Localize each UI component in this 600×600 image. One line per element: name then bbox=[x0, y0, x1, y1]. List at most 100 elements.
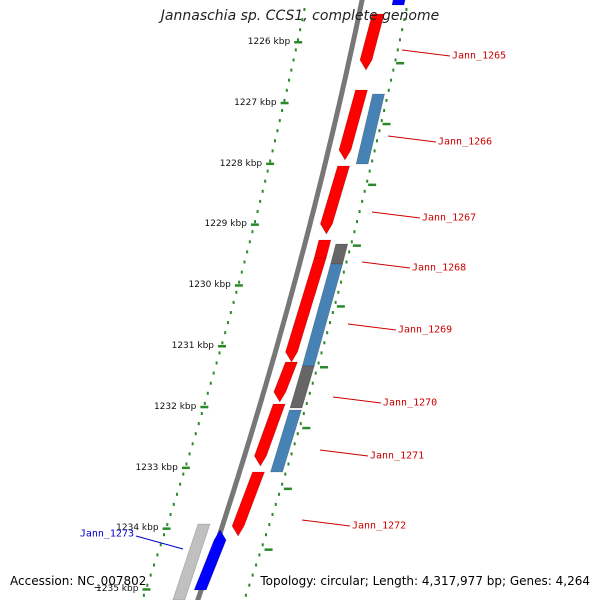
outer-major-tick bbox=[320, 366, 329, 369]
leader-line bbox=[361, 261, 411, 269]
inner-minor-tick bbox=[159, 543, 162, 547]
outer-minor-tick bbox=[326, 331, 329, 335]
inner-minor-tick bbox=[251, 230, 254, 234]
outer-minor-tick bbox=[277, 492, 280, 496]
outer-minor-tick bbox=[331, 311, 334, 314]
outer-minor-tick bbox=[342, 270, 345, 274]
outer-minor-tick bbox=[378, 129, 381, 133]
outer-minor-tick bbox=[287, 462, 290, 466]
leader-line bbox=[401, 49, 451, 57]
inner-minor-tick bbox=[278, 119, 281, 123]
inner-minor-tick bbox=[229, 311, 232, 314]
outer-minor-tick bbox=[334, 300, 337, 304]
inner-minor-tick bbox=[276, 129, 279, 133]
outer-minor-tick bbox=[340, 280, 343, 284]
gene-label-jann_1265[interactable]: Jann_1265 bbox=[452, 50, 507, 62]
inner-tick-ring bbox=[142, 8, 306, 597]
inner-minor-tick bbox=[149, 573, 152, 577]
outer-major-tick bbox=[302, 426, 311, 430]
genome-backbone bbox=[195, 0, 365, 600]
gene-features bbox=[172, 0, 406, 600]
inner-minor-tick bbox=[156, 553, 159, 557]
outer-major-tick bbox=[352, 244, 361, 247]
outer-minor-tick bbox=[363, 189, 366, 193]
minus-strand-feature bbox=[193, 529, 227, 591]
cds-feature bbox=[313, 239, 332, 259]
gene-label-jann_1266[interactable]: Jann_1266 bbox=[438, 136, 493, 148]
inner-minor-tick bbox=[212, 371, 215, 375]
gene-label-jann_1268[interactable]: Jann_1268 bbox=[412, 262, 467, 274]
inner-minor-tick bbox=[188, 452, 191, 456]
kbp-label: 1232 kbp bbox=[153, 401, 197, 412]
leader-line bbox=[332, 396, 382, 404]
outer-minor-tick bbox=[337, 290, 340, 294]
outer-minor-tick bbox=[281, 482, 284, 486]
gene-label-jann_1270[interactable]: Jann_1270 bbox=[383, 397, 438, 409]
outer-minor-tick bbox=[348, 250, 351, 254]
outer-minor-tick bbox=[308, 391, 311, 395]
outer-major-tick bbox=[396, 62, 405, 65]
outer-minor-tick bbox=[398, 38, 401, 42]
outer-minor-tick bbox=[361, 199, 364, 203]
outer-minor-tick bbox=[317, 361, 320, 365]
outer-minor-tick bbox=[356, 220, 359, 224]
inner-minor-tick bbox=[221, 341, 224, 345]
outer-minor-tick bbox=[311, 381, 314, 385]
leader-line bbox=[135, 535, 184, 550]
outer-minor-tick bbox=[366, 179, 369, 183]
leader-line bbox=[301, 519, 351, 527]
inner-minor-tick bbox=[269, 159, 272, 163]
outer-minor-tick bbox=[353, 230, 356, 234]
outer-minor-tick bbox=[405, 8, 408, 11]
gene-label-jann_1273[interactable]: Jann_1273 bbox=[79, 528, 134, 540]
rna-feature bbox=[355, 93, 385, 165]
outer-minor-tick bbox=[396, 48, 399, 52]
inner-minor-tick bbox=[264, 179, 267, 183]
leader-line bbox=[387, 135, 437, 143]
gene-label-jann_1272[interactable]: Jann_1272 bbox=[352, 520, 407, 532]
gene-label-jann_1269[interactable]: Jann_1269 bbox=[398, 324, 453, 336]
outer-minor-tick bbox=[244, 593, 247, 597]
inner-minor-tick bbox=[243, 260, 246, 264]
rna-feature bbox=[270, 409, 302, 473]
gene-label-jann_1271[interactable]: Jann_1271 bbox=[370, 450, 425, 462]
outer-minor-tick bbox=[248, 583, 251, 587]
outer-major-tick bbox=[264, 548, 273, 551]
outer-minor-tick bbox=[293, 442, 296, 446]
outer-minor-tick bbox=[392, 68, 395, 72]
kbp-label: 1228 kbp bbox=[219, 158, 263, 169]
kbp-major-tick bbox=[162, 527, 171, 530]
inner-minor-tick bbox=[163, 533, 166, 537]
kbp-label: 1227 kbp bbox=[234, 97, 277, 108]
inner-minor-tick bbox=[215, 361, 218, 365]
inner-minor-tick bbox=[203, 401, 206, 405]
gene-label-jann_1267[interactable]: Jann_1267 bbox=[422, 212, 477, 224]
inner-minor-tick bbox=[142, 593, 145, 597]
inner-minor-tick bbox=[288, 78, 291, 82]
inner-minor-tick bbox=[235, 290, 238, 294]
cds-feature bbox=[231, 471, 265, 537]
inner-minor-tick bbox=[182, 472, 185, 476]
inner-minor-tick bbox=[301, 18, 304, 22]
inner-minor-tick bbox=[281, 109, 284, 112]
inner-minor-tick bbox=[296, 38, 299, 42]
outer-minor-tick bbox=[345, 260, 348, 264]
outer-minor-tick bbox=[296, 432, 299, 436]
inner-minor-tick bbox=[285, 88, 288, 92]
inner-minor-tick bbox=[292, 58, 295, 62]
kbp-major-tick bbox=[266, 162, 275, 166]
kbp-major-tick bbox=[250, 223, 259, 226]
inner-minor-tick bbox=[224, 331, 227, 335]
cds-feature bbox=[359, 13, 385, 71]
inner-minor-tick bbox=[172, 502, 175, 506]
label-leader-lines bbox=[135, 49, 451, 550]
minus-gray-feature bbox=[172, 523, 211, 600]
outer-minor-tick bbox=[258, 553, 261, 557]
leader-line bbox=[371, 211, 421, 219]
kbp-label: 1231 kbp bbox=[171, 341, 215, 351]
inner-minor-tick bbox=[169, 513, 172, 516]
outer-minor-tick bbox=[387, 88, 390, 92]
outer-minor-tick bbox=[376, 139, 379, 143]
inner-minor-tick bbox=[274, 139, 277, 143]
